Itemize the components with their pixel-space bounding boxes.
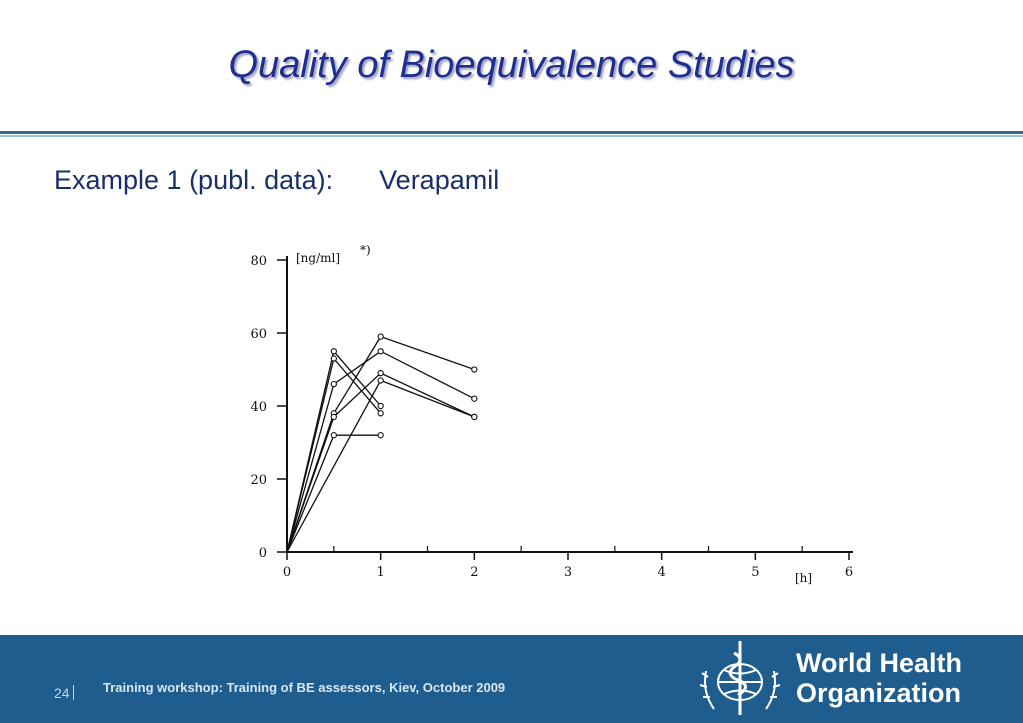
data-point (330, 432, 337, 439)
data-point (471, 395, 478, 402)
x-tick-label: 6 (845, 565, 853, 580)
x-axis-label: [h] (795, 571, 812, 585)
org-name-line2: Organization (796, 678, 962, 708)
x-tick-label: 3 (564, 565, 572, 580)
data-point (377, 377, 384, 384)
example-label: Example 1 (publ. data): (54, 165, 334, 195)
who-emblem-icon (699, 641, 781, 715)
series-line-5 (286, 350, 475, 553)
data-point (471, 366, 478, 373)
subtitle: Example 1 (publ. data): Verapamil (54, 165, 499, 196)
data-point (377, 410, 384, 417)
y-axis-label-note: *) (360, 243, 371, 257)
data-point (377, 348, 384, 355)
page-number: 24 (54, 685, 70, 701)
y-tick-label: 0 (259, 546, 267, 561)
data-point (330, 413, 337, 421)
drug-name: Verapamil (379, 165, 500, 195)
x-tick-label: 5 (751, 565, 759, 580)
x-tick-label: 0 (283, 565, 291, 580)
footer-text: Training workshop: Training of BE assess… (103, 680, 506, 695)
title-divider-light (0, 135, 1023, 137)
data-point (377, 333, 384, 340)
x-tick-label: 2 (470, 565, 478, 580)
y-axis-label: [ng/ml] (296, 251, 340, 265)
footer-bar: 24 Training workshop: Training of BE ass… (0, 635, 1023, 723)
slide-title: Quality of Bioequivalence Studies (228, 44, 795, 86)
page-separator (73, 685, 74, 700)
org-name-line1: World Health (796, 648, 963, 678)
data-point (330, 355, 337, 362)
data-point (377, 369, 384, 377)
data-point (330, 380, 337, 388)
y-tick-label: 80 (250, 254, 267, 269)
x-tick-label: 4 (658, 565, 666, 580)
y-tick-label: 60 (250, 327, 267, 342)
title-divider (0, 131, 1023, 134)
y-tick-label: 40 (250, 400, 267, 415)
data-point (377, 402, 384, 410)
who-name: World Health Organization (796, 648, 962, 708)
series-line-4 (286, 335, 475, 553)
data-point (471, 413, 478, 421)
series-line-6 (286, 372, 475, 553)
series-line-2 (286, 357, 382, 553)
data-point (377, 432, 384, 439)
data-point (330, 348, 337, 355)
y-tick-label: 20 (250, 473, 267, 488)
concentration-time-chart: 0 20 40 60 80 0 1 2 3 4 5 6 [ng/ml] *) [h] (250, 243, 853, 585)
x-tick-label: 1 (377, 565, 385, 580)
